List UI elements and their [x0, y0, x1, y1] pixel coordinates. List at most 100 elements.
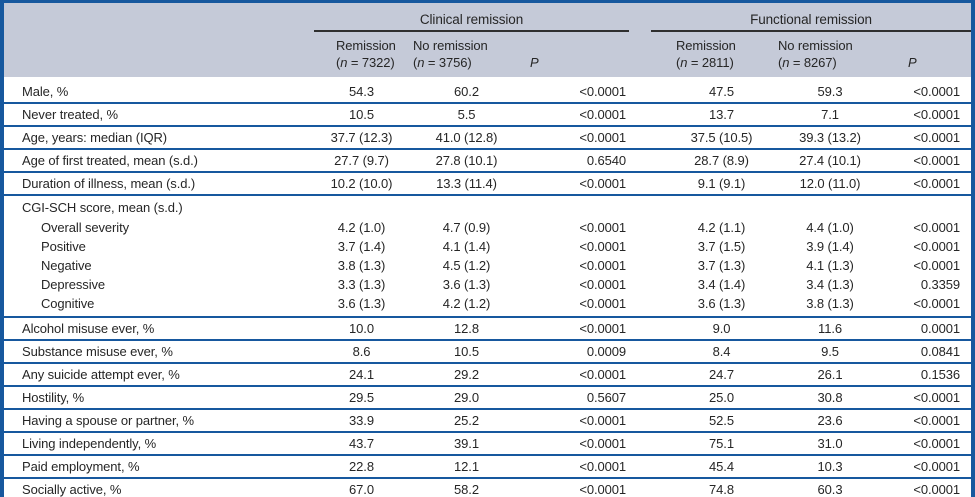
value-functional-p: <0.0001 [913, 459, 960, 474]
table-row-line: Age of first treated, mean (s.d.) 27.7 (… [4, 150, 971, 171]
value-clinical-p: <0.0001 [579, 482, 626, 497]
value-clinical-no-remission: 5.5 [457, 107, 476, 122]
row-label: Socially active, % [22, 482, 122, 497]
value-clinical-p: <0.0001 [579, 321, 626, 336]
col-header-functional-no-remission: No remission (n = 8267) [774, 37, 886, 71]
col-header-clinical-remission: Remission (n = 7322) [314, 37, 409, 71]
col-header-clinical-p: P [530, 55, 539, 70]
row-label: Hostility, % [22, 390, 85, 405]
value-functional-remission: 75.1 [709, 436, 734, 451]
table-row-line: Overall severity 4.2 (1.0) 4.7 (0.9) <0.… [4, 218, 971, 237]
value-clinical-no-remission: 25.2 [454, 413, 479, 428]
value-clinical-remission: 29.5 [349, 390, 374, 405]
value-functional-no-remission: 23.6 [817, 413, 843, 428]
row-label: Substance misuse ever, % [22, 344, 173, 359]
col-group-functional-remission: Functional remission [651, 12, 971, 32]
table-row: Age, years: median (IQR) 37.7 (12.3) 41.… [4, 125, 971, 148]
col-n-count: (n = 3756) [413, 55, 472, 70]
value-clinical-no-remission: 27.8 (10.1) [435, 153, 498, 168]
value-clinical-remission: 10.2 (10.0) [330, 176, 393, 191]
table-row-line: Any suicide attempt ever, % 24.1 29.2 <0… [4, 364, 971, 385]
col-header-clinical-no-remission: No remission (n = 3756) [409, 37, 524, 71]
table-row-line: Paid employment, % 22.8 12.1 <0.0001 45.… [4, 456, 971, 477]
value-clinical-remission: 10.5 [349, 107, 374, 122]
row-label: Age of first treated, mean (s.d.) [22, 153, 198, 168]
table-row-line: Living independently, % 43.7 39.1 <0.000… [4, 433, 971, 454]
table-row-line: Depressive 3.3 (1.3) 3.6 (1.3) <0.0001 3… [4, 275, 971, 294]
row-label: Cognitive [41, 296, 95, 311]
value-clinical-p: <0.0001 [579, 130, 626, 145]
value-functional-no-remission: 10.3 [817, 459, 843, 474]
value-clinical-remission: 33.9 [349, 413, 374, 428]
col-title: No remission [778, 38, 853, 53]
col-n-count: (n = 7322) [336, 55, 395, 70]
table-row: Substance misuse ever, % 8.6 10.5 0.0009… [4, 339, 971, 362]
value-functional-p: <0.0001 [913, 436, 960, 451]
value-functional-remission: 52.5 [709, 413, 734, 428]
value-functional-p: <0.0001 [913, 296, 960, 311]
value-functional-remission: 28.7 (8.9) [694, 153, 749, 168]
col-group-label: Functional remission [750, 12, 872, 27]
value-functional-no-remission: 59.3 [817, 84, 843, 99]
value-clinical-remission: 67.0 [349, 482, 374, 497]
value-clinical-no-remission: 29.2 [454, 367, 479, 382]
table-row-line: Cognitive 3.6 (1.3) 4.2 (1.2) <0.0001 3.… [4, 294, 971, 313]
value-clinical-no-remission: 12.1 [454, 459, 479, 474]
value-functional-no-remission: 3.4 (1.3) [806, 277, 854, 292]
table-row-line: Duration of illness, mean (s.d.) 10.2 (1… [4, 173, 971, 194]
value-clinical-no-remission: 4.7 (0.9) [442, 220, 491, 235]
value-clinical-no-remission: 12.8 [454, 321, 479, 336]
value-clinical-p: <0.0001 [579, 107, 626, 122]
col-header-functional-p: P [908, 55, 917, 70]
value-clinical-remission: 4.2 (1.0) [337, 220, 386, 235]
table-row-line: Negative 3.8 (1.3) 4.5 (1.2) <0.0001 3.7… [4, 256, 971, 275]
value-functional-p: 0.0001 [920, 321, 960, 336]
value-functional-remission: 3.6 (1.3) [697, 296, 746, 311]
table-row: Never treated, % 10.5 5.5 <0.0001 13.7 7… [4, 102, 971, 125]
value-functional-p: <0.0001 [913, 220, 960, 235]
col-title: No remission [413, 38, 488, 53]
table-row-group: CGI-SCH score, mean (s.d.) Overall sever… [4, 194, 971, 316]
value-functional-no-remission: 30.8 [817, 390, 843, 405]
row-label: Positive [41, 239, 86, 254]
table-row-line: Never treated, % 10.5 5.5 <0.0001 13.7 7… [4, 104, 971, 125]
row-label: Any suicide attempt ever, % [22, 367, 180, 382]
value-clinical-remission: 3.3 (1.3) [337, 277, 386, 292]
table-row: Alcohol misuse ever, % 10.0 12.8 <0.0001… [4, 316, 971, 339]
value-functional-remission: 3.7 (1.5) [697, 239, 746, 254]
value-functional-no-remission: 27.4 (10.1) [799, 153, 861, 168]
value-functional-remission: 3.7 (1.3) [697, 258, 746, 273]
value-functional-no-remission: 4.4 (1.0) [806, 220, 854, 235]
row-label: Alcohol misuse ever, % [22, 321, 155, 336]
value-clinical-p: <0.0001 [579, 436, 626, 451]
value-functional-p: 0.0841 [920, 344, 960, 359]
value-clinical-no-remission: 29.0 [454, 390, 479, 405]
value-clinical-p: <0.0001 [579, 220, 626, 235]
value-clinical-remission: 3.6 (1.3) [337, 296, 386, 311]
value-functional-p: <0.0001 [913, 176, 960, 191]
value-functional-p: <0.0001 [913, 390, 960, 405]
value-functional-remission: 45.4 [709, 459, 734, 474]
value-functional-no-remission: 9.5 [821, 344, 839, 359]
value-clinical-no-remission: 4.2 (1.2) [442, 296, 491, 311]
value-clinical-p: <0.0001 [579, 367, 626, 382]
value-functional-remission: 9.1 (9.1) [697, 176, 746, 191]
value-clinical-p: <0.0001 [579, 258, 626, 273]
value-functional-no-remission: 26.1 [817, 367, 843, 382]
value-functional-remission: 24.7 [709, 367, 734, 382]
table-row-line: Hostility, % 29.5 29.0 0.5607 25.0 30.8 … [4, 387, 971, 408]
column-group-row: Clinical remission Functional remission [4, 6, 971, 32]
col-title: Remission [676, 38, 736, 53]
value-functional-p: <0.0001 [913, 482, 960, 497]
row-label: CGI-SCH score, mean (s.d.) [22, 200, 183, 215]
table-row-line: Alcohol misuse ever, % 10.0 12.8 <0.0001… [4, 318, 971, 339]
col-title: Remission [336, 38, 396, 53]
table-row-line: Socially active, % 67.0 58.2 <0.0001 74.… [4, 479, 971, 497]
table-body: Male, % 54.3 60.2 <0.0001 47.5 59.3 <0.0… [4, 77, 971, 497]
value-clinical-no-remission: 41.0 (12.8) [435, 130, 498, 145]
value-clinical-p: <0.0001 [579, 239, 626, 254]
value-clinical-remission: 24.1 [349, 367, 374, 382]
value-clinical-remission: 22.8 [349, 459, 374, 474]
row-label: Negative [41, 258, 92, 273]
value-clinical-remission: 3.7 (1.4) [337, 239, 386, 254]
